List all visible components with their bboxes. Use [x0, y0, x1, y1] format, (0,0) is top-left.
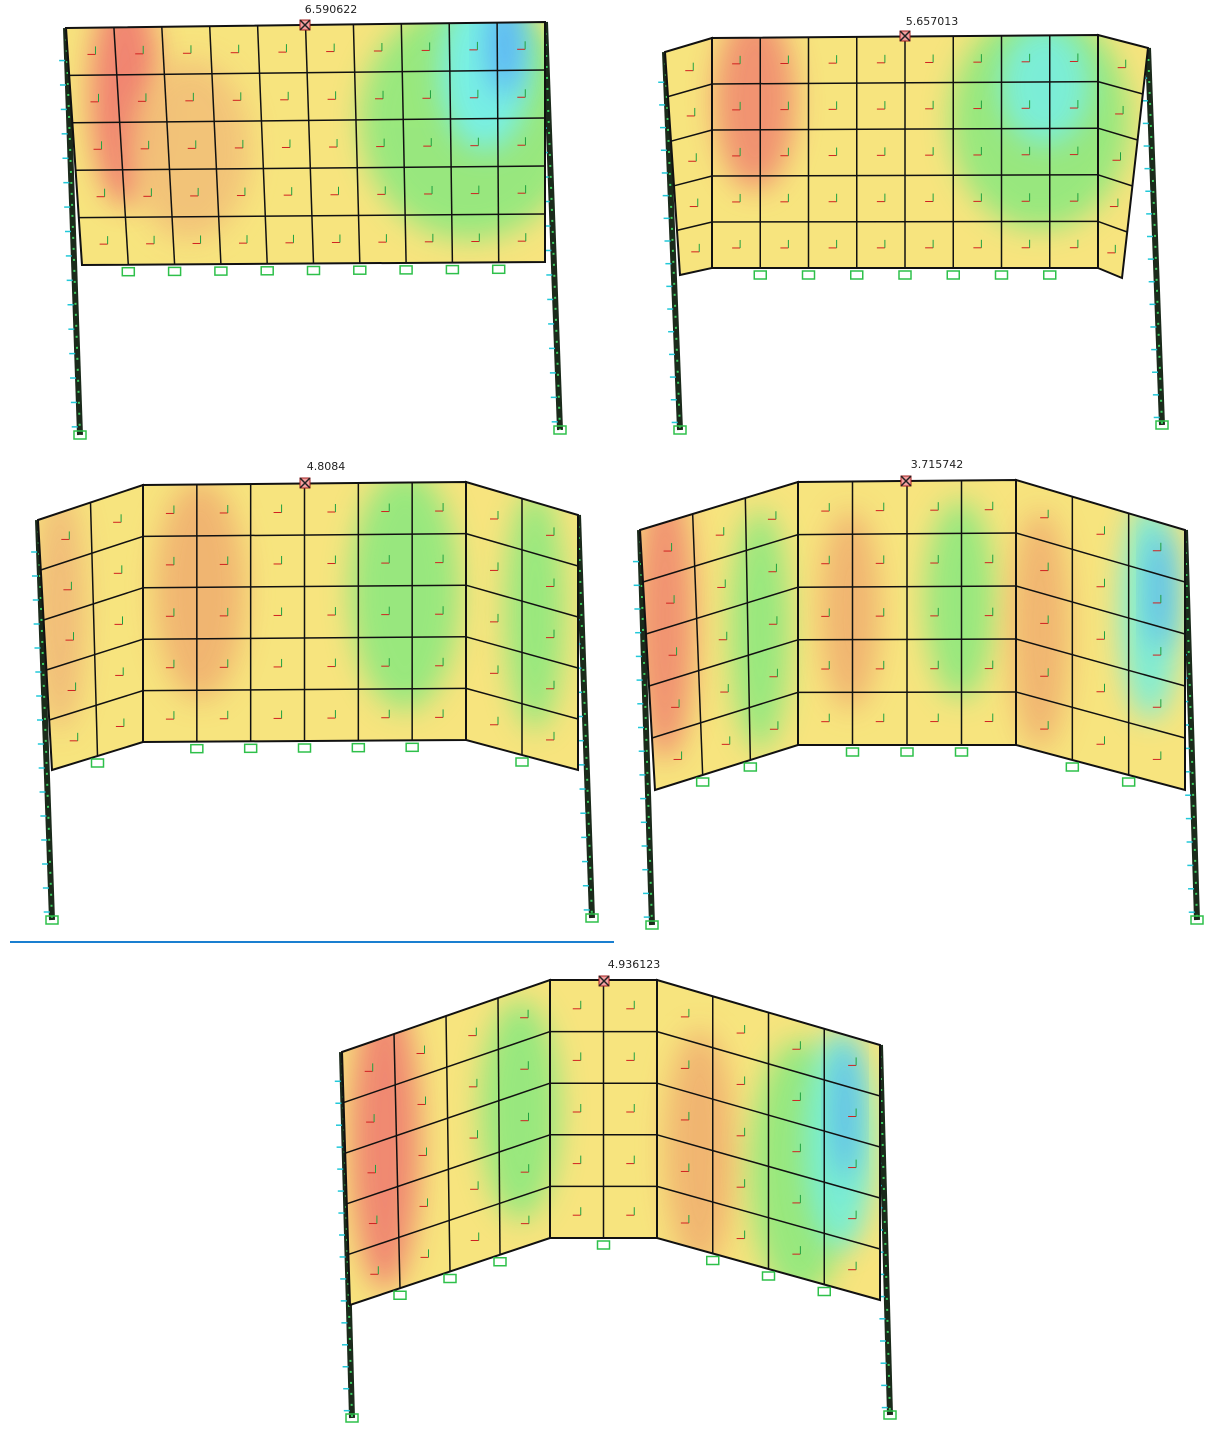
support [308, 267, 320, 275]
support [516, 758, 528, 766]
support [92, 759, 104, 767]
support [598, 1241, 610, 1249]
stress-zone [833, 1040, 857, 1180]
stress-zone [1000, 25, 1090, 145]
support [956, 748, 968, 756]
support [493, 265, 505, 273]
support [245, 744, 257, 752]
screenshot: 6.590622 5.657013 4.8084 3.715742 4.936123 [0, 0, 1210, 1429]
support [707, 1257, 719, 1265]
max-value-label: 5.657013 [906, 15, 959, 28]
support [818, 1288, 830, 1296]
support [947, 271, 959, 279]
support [494, 1258, 506, 1266]
support [1123, 778, 1135, 786]
support [847, 748, 859, 756]
support [352, 744, 364, 752]
support [406, 743, 418, 751]
support [996, 271, 1008, 279]
support [446, 266, 458, 274]
support [803, 271, 815, 279]
stress-zone [1148, 530, 1172, 650]
model-view: 4.936123 [335, 958, 896, 1422]
max-value-label: 4.936123 [608, 958, 661, 971]
support [851, 271, 863, 279]
mesh-line [712, 221, 1098, 222]
support [122, 268, 134, 276]
max-value-label: 4.8084 [307, 460, 346, 473]
support [169, 267, 181, 275]
model-view: 6.590622 [59, 0, 580, 439]
support [299, 744, 311, 752]
support [763, 1272, 775, 1280]
stress-zone [665, 1030, 735, 1270]
support [191, 745, 203, 753]
max-value-label: 6.590622 [305, 3, 358, 16]
support [215, 267, 227, 275]
support [354, 266, 366, 274]
model-view: 5.657013 [658, 10, 1168, 434]
contour [712, 10, 1130, 268]
support [444, 1275, 456, 1283]
model-view: 3.715742 [633, 458, 1203, 929]
mesh-line [798, 639, 1016, 640]
stress-zone [925, 500, 995, 700]
support [754, 271, 766, 279]
stress-zone [130, 60, 250, 240]
model-view: 4.8084 [31, 460, 598, 924]
support [394, 1291, 406, 1299]
support [901, 748, 913, 756]
support [400, 266, 412, 274]
support [697, 778, 709, 786]
support [261, 267, 273, 275]
support [899, 271, 911, 279]
contour [66, 0, 580, 265]
max-value-label: 3.715742 [911, 458, 964, 471]
support [1066, 763, 1078, 771]
support [1044, 271, 1056, 279]
support [744, 763, 756, 771]
